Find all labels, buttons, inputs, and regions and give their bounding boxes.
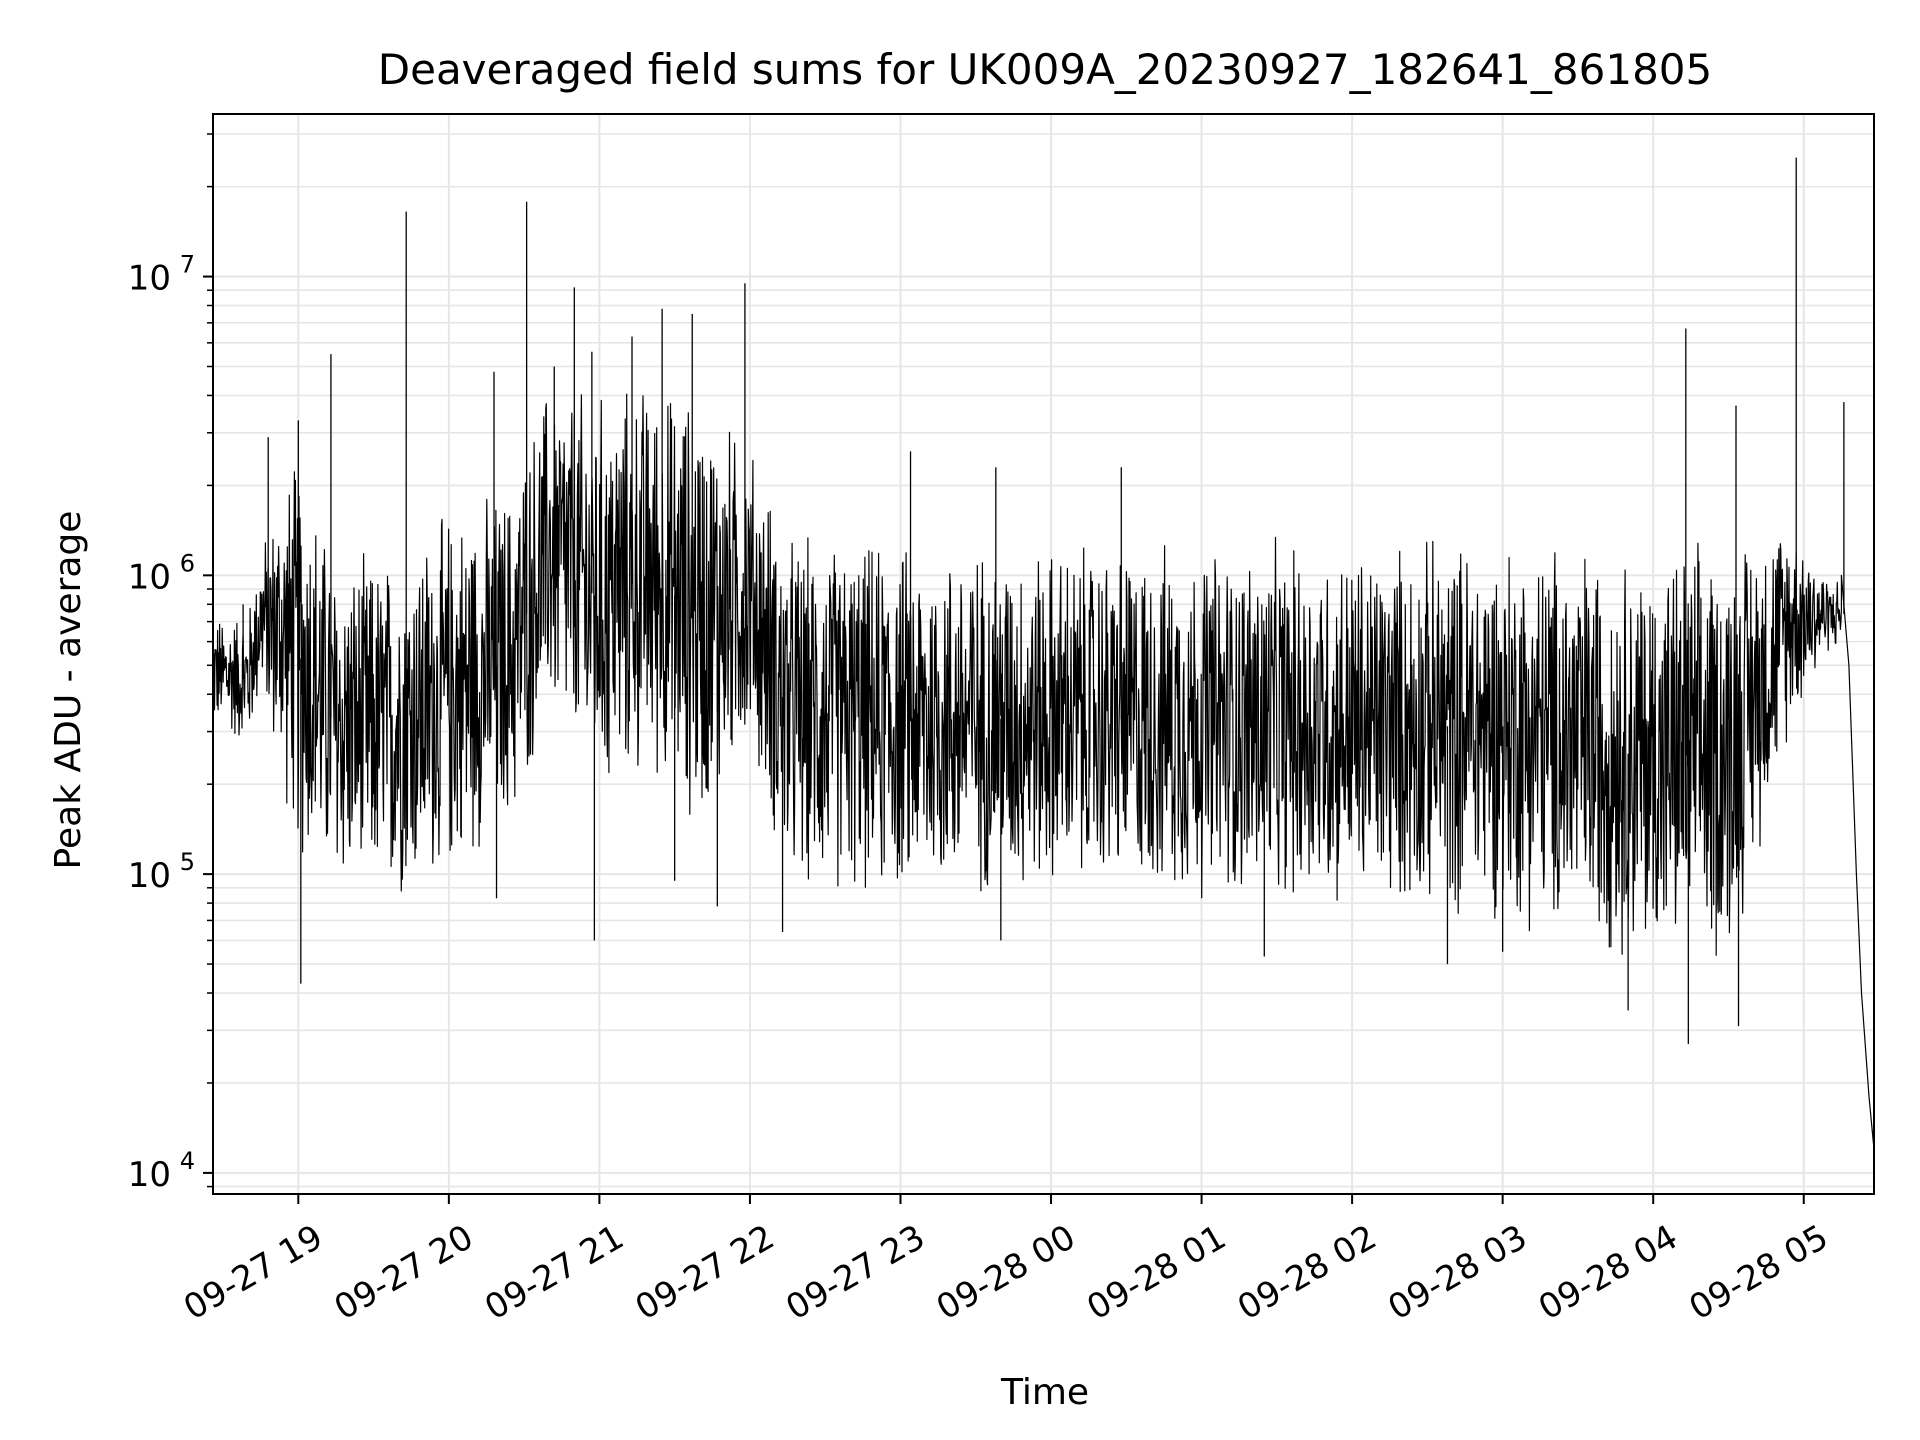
y-tick-exponent: 4 [180,1147,195,1175]
y-tick-exponent: 6 [180,549,195,577]
series-trace [212,393,1875,1150]
y-tick-exponent: 5 [180,848,195,876]
y-tick-label: 10 [128,1155,171,1195]
grid [213,114,1874,1194]
x-axis-label: Time [1000,1372,1089,1413]
y-axis: 10 4 10 5 10 6 10 7 [128,133,213,1195]
series-line [212,157,1875,1150]
y-axis-label: Peak ADU - average [48,511,89,870]
plot-frame [212,113,1875,1195]
y-tick-exponent: 7 [180,251,195,279]
chart-title: Deaveraged field sums for UK009A_2023092… [378,45,1712,94]
y-tick-label: 10 [128,259,171,299]
y-tick-label: 10 [128,557,171,597]
y-tick-label: 10 [128,856,171,896]
